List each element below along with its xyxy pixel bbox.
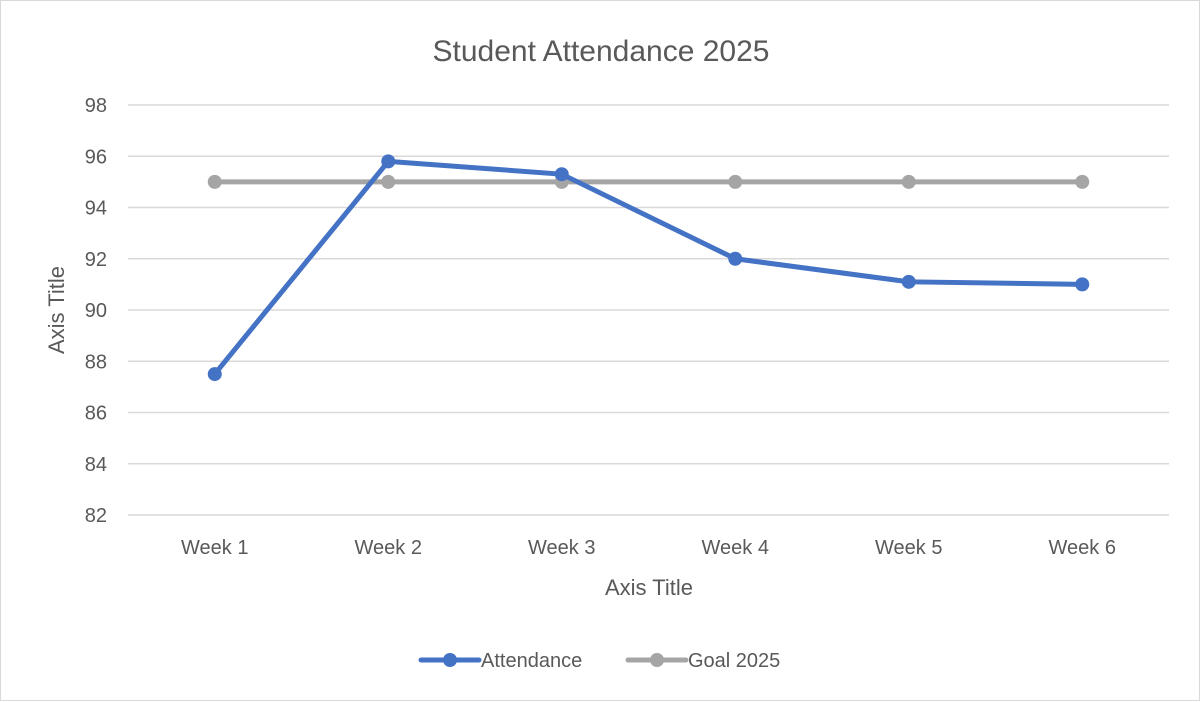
x-axis-ticks: Week 1 Week 2 Week 3 Week 4 Week 5 Week 6 — [181, 537, 1116, 559]
gridlines — [128, 104, 1169, 516]
data-point — [554, 167, 569, 182]
legend-label: Attendance — [481, 650, 582, 672]
y-tick-label: 94 — [85, 198, 107, 220]
legend: Attendance Goal 2025 — [418, 650, 780, 672]
data-point — [728, 251, 743, 266]
x-tick-label: Week 3 — [528, 537, 595, 559]
x-tick-label: Week 6 — [1049, 537, 1116, 559]
legend-swatch-marker — [443, 653, 457, 667]
y-axis-title: Axis Title — [44, 266, 69, 354]
data-point — [901, 174, 916, 189]
data-point — [207, 367, 222, 382]
data-point — [1075, 277, 1090, 292]
y-tick-label: 92 — [85, 249, 107, 271]
y-axis-ticks: 82 84 86 88 90 92 94 96 98 — [85, 95, 107, 527]
legend-label: Goal 2025 — [688, 650, 780, 672]
series-attendance — [207, 154, 1090, 382]
y-tick-label: 88 — [85, 351, 107, 373]
y-tick-label: 84 — [85, 454, 107, 476]
x-tick-label: Week 2 — [355, 537, 422, 559]
data-point — [207, 174, 222, 189]
y-tick-label: 96 — [85, 146, 107, 168]
series-line — [212, 158, 1085, 377]
legend-item: Goal 2025 — [625, 650, 780, 672]
data-point — [1075, 174, 1090, 189]
data-point — [381, 174, 396, 189]
y-tick-label: 90 — [85, 300, 107, 322]
x-tick-label: Week 1 — [181, 537, 248, 559]
chart-title: Student Attendance 2025 — [433, 35, 770, 68]
series-goal-2025 — [207, 174, 1090, 189]
x-tick-label: Week 5 — [875, 537, 942, 559]
legend-item: Attendance — [418, 650, 582, 672]
x-tick-label: Week 4 — [702, 537, 769, 559]
y-tick-label: 86 — [85, 403, 107, 425]
y-tick-label: 98 — [85, 95, 107, 117]
data-point — [381, 154, 396, 169]
legend-swatch-marker — [650, 653, 664, 667]
series-layer — [207, 154, 1090, 382]
x-axis-title: Axis Title — [605, 575, 693, 600]
y-tick-label: 82 — [85, 505, 107, 527]
data-point — [728, 174, 743, 189]
data-point — [901, 274, 916, 289]
